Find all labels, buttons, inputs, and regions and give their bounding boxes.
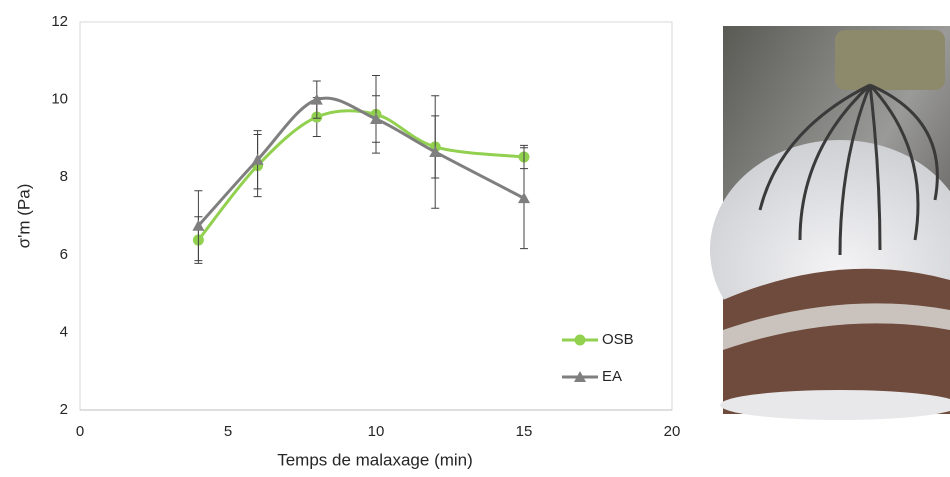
- y-tick-label: 10: [51, 91, 68, 108]
- y-tick-label: 6: [60, 246, 68, 263]
- y-tick-label: 8: [60, 168, 68, 185]
- legend-label: OSB: [602, 331, 634, 348]
- x-axis-title: Temps de malaxage (min): [277, 450, 473, 469]
- photo: [710, 26, 950, 420]
- y-tick-label: 12: [51, 13, 68, 30]
- data-point: [518, 192, 530, 204]
- series-line: [197, 96, 525, 227]
- legend-marker: [574, 371, 586, 382]
- data-point: [429, 145, 442, 157]
- y-tick-label: 4: [60, 323, 68, 340]
- legend-label: EA: [602, 368, 622, 385]
- data-point: [310, 93, 323, 105]
- data-point: [370, 113, 382, 124]
- legend-marker: [574, 334, 586, 346]
- y-axis-title: σ'm (Pa): [14, 184, 33, 249]
- y-tick-label: 2: [60, 401, 68, 418]
- x-tick-label: 10: [368, 423, 385, 440]
- data-point: [192, 219, 205, 231]
- x-tick-label: 15: [516, 423, 533, 440]
- x-tick-label: 0: [76, 423, 84, 440]
- x-tick-label: 20: [664, 423, 681, 440]
- series-line: [197, 109, 525, 241]
- x-tick-label: 5: [224, 423, 232, 440]
- data-point: [251, 153, 264, 165]
